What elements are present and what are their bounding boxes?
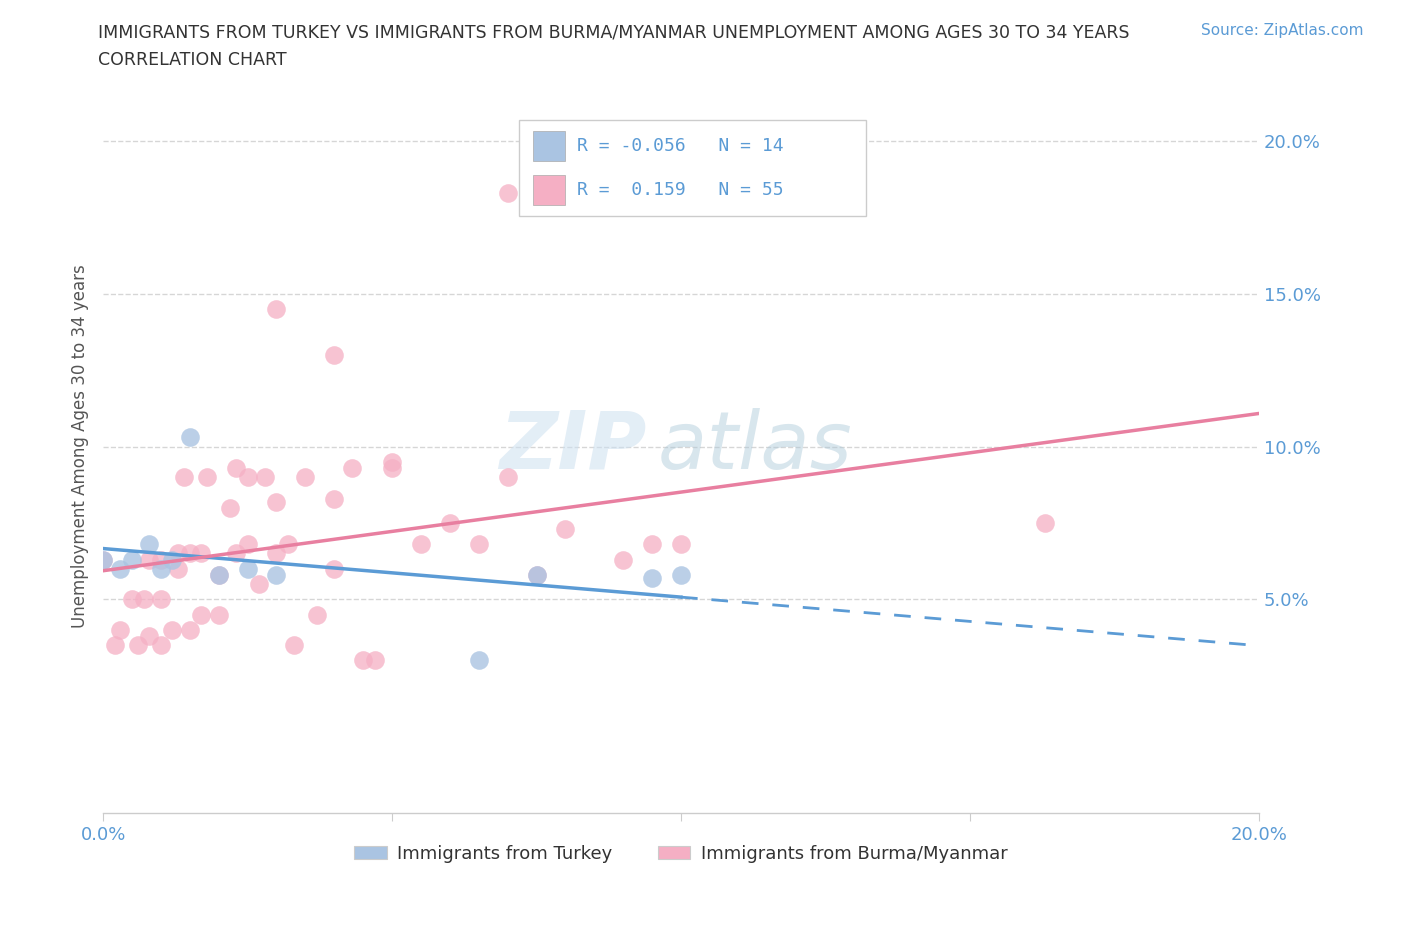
Text: atlas: atlas: [658, 407, 852, 485]
Point: [195, 470, 218, 485]
Point: [219, 500, 242, 515]
Point: [236, 562, 259, 577]
Point: [149, 552, 172, 567]
Point: [612, 552, 634, 567]
Bar: [533, 176, 565, 205]
Point: [641, 537, 664, 551]
Point: [294, 470, 316, 485]
Point: [323, 562, 346, 577]
Point: [91, 552, 114, 567]
FancyBboxPatch shape: [519, 120, 866, 216]
Point: [91, 552, 114, 567]
Point: [225, 460, 247, 475]
Point: [323, 491, 346, 506]
Point: [162, 622, 184, 637]
Point: [149, 562, 172, 577]
Point: [104, 638, 127, 653]
Text: Source: ZipAtlas.com: Source: ZipAtlas.com: [1201, 23, 1364, 38]
Point: [364, 653, 387, 668]
Text: ZIP: ZIP: [499, 407, 647, 485]
Point: [340, 460, 363, 475]
Bar: [533, 131, 565, 161]
Point: [669, 537, 692, 551]
Point: [236, 537, 259, 551]
Point: [162, 552, 184, 567]
Point: [236, 470, 259, 485]
Text: R =  0.159   N = 55: R = 0.159 N = 55: [576, 181, 783, 199]
Text: R = -0.056   N = 14: R = -0.056 N = 14: [576, 137, 783, 155]
Point: [323, 348, 346, 363]
Point: [110, 562, 132, 577]
Text: CORRELATION CHART: CORRELATION CHART: [98, 51, 287, 69]
Point: [247, 577, 270, 591]
Point: [208, 567, 231, 582]
Point: [266, 567, 288, 582]
Point: [208, 607, 231, 622]
Point: [283, 638, 305, 653]
Point: [409, 537, 432, 551]
Point: [208, 567, 231, 582]
Point: [496, 470, 519, 485]
Point: [190, 546, 212, 561]
Point: [173, 470, 195, 485]
Point: [138, 552, 160, 567]
Point: [149, 638, 172, 653]
Point: [526, 567, 548, 582]
Y-axis label: Unemployment Among Ages 30 to 34 years: Unemployment Among Ages 30 to 34 years: [72, 265, 89, 629]
Point: [132, 591, 155, 606]
Point: [121, 552, 143, 567]
Point: [467, 537, 489, 551]
Point: [277, 537, 299, 551]
Point: [179, 430, 201, 445]
Point: [526, 567, 548, 582]
Point: [496, 186, 519, 201]
Text: IMMIGRANTS FROM TURKEY VS IMMIGRANTS FROM BURMA/MYANMAR UNEMPLOYMENT AMONG AGES : IMMIGRANTS FROM TURKEY VS IMMIGRANTS FRO…: [98, 23, 1130, 41]
Point: [179, 622, 201, 637]
Point: [179, 546, 201, 561]
Point: [305, 607, 328, 622]
Point: [381, 460, 404, 475]
Point: [167, 562, 190, 577]
Point: [669, 567, 692, 582]
Point: [225, 546, 247, 561]
Point: [381, 455, 404, 470]
Point: [110, 622, 132, 637]
Point: [352, 653, 374, 668]
Point: [641, 570, 664, 585]
Point: [266, 546, 288, 561]
Point: [190, 607, 212, 622]
Point: [167, 546, 190, 561]
Point: [467, 653, 489, 668]
Point: [253, 470, 276, 485]
Point: [138, 629, 160, 644]
Point: [554, 522, 576, 537]
Point: [439, 515, 461, 530]
Point: [266, 494, 288, 509]
Legend: Immigrants from Turkey, Immigrants from Burma/Myanmar: Immigrants from Turkey, Immigrants from …: [347, 838, 1015, 870]
Point: [121, 591, 143, 606]
Point: [149, 591, 172, 606]
Point: [127, 638, 149, 653]
Point: [138, 537, 160, 551]
Point: [266, 301, 288, 316]
Point: [1033, 515, 1056, 530]
